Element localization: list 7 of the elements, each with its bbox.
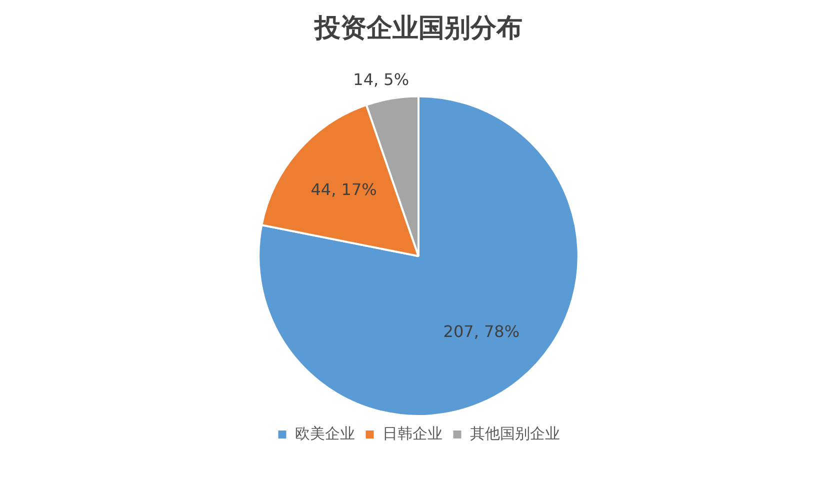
data-label: 44, 17%: [310, 180, 377, 200]
chart-title: 投资企业国别分布: [314, 13, 522, 44]
legend-label: 日韩企业: [382, 424, 442, 442]
data-label: 14, 5%: [353, 70, 410, 89]
data-label: 207, 78%: [443, 322, 520, 341]
legend-label: 其他国别企业: [470, 424, 560, 442]
legend-label: 欧美企业: [294, 424, 355, 442]
